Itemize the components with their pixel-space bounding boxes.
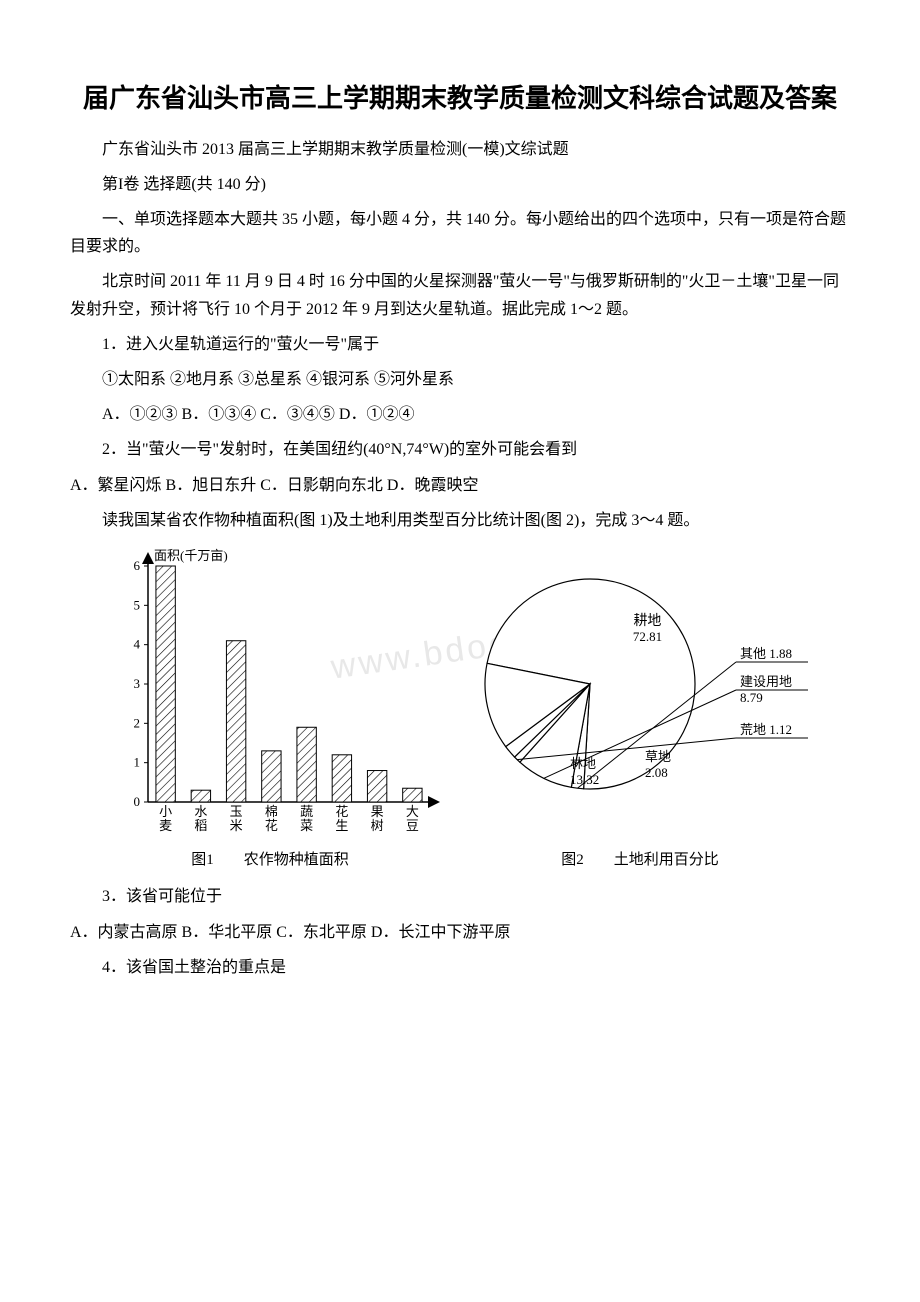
svg-text:1: 1 [134, 755, 141, 770]
svg-text:其他 1.88: 其他 1.88 [740, 646, 792, 661]
svg-text:5: 5 [134, 597, 141, 612]
svg-text:荒地 1.12: 荒地 1.12 [740, 722, 792, 737]
context-paragraph-2-text: 读我国某省农作物种植面积(图 1)及土地利用类型百分比统计图(图 2)，完成 3… [102, 512, 699, 529]
svg-text:蔬: 蔬 [300, 804, 313, 819]
svg-text:树: 树 [371, 818, 384, 833]
bar-chart: 面积(千万亩)0123456小麦水稻玉米棉花蔬菜花生果树大豆 [100, 544, 440, 844]
bar-chart-caption: 图1 农作物种植面积 [191, 848, 349, 874]
svg-text:耕地: 耕地 [633, 612, 661, 629]
question-3: 3．该省可能位于 [70, 883, 850, 910]
question-3-choices: A．内蒙古高原 B．华北平原 C．东北平原 D．长江中下游平原 [70, 919, 850, 946]
question-2-choices: A．繁星闪烁 B．旭日东升 C．日影朝向东北 D．晚霞映空 [70, 472, 850, 499]
bar-chart-block: 面积(千万亩)0123456小麦水稻玉米棉花蔬菜花生果树大豆 图1 农作物种植面… [100, 544, 440, 874]
svg-text:稻: 稻 [194, 818, 207, 833]
svg-text:果: 果 [371, 804, 384, 819]
svg-text:花: 花 [265, 818, 278, 833]
svg-text:米: 米 [230, 818, 243, 833]
question-1-options: ①太阳系 ②地月系 ③总星系 ④银河系 ⑤河外星系 [70, 366, 850, 393]
svg-text:草地: 草地 [645, 749, 671, 764]
context-paragraph-2: 读我国某省农作物种植面积(图 1)及土地利用类型百分比统计图(图 2)，完成 3… [70, 507, 850, 534]
svg-text:生: 生 [335, 818, 348, 833]
svg-text:麦: 麦 [159, 818, 172, 833]
svg-text:3: 3 [134, 676, 141, 691]
svg-text:0: 0 [134, 794, 141, 809]
section-instruction: 一、单项选择题本大题共 35 小题，每小题 4 分，共 140 分。每小题给出的… [70, 206, 850, 260]
svg-text:4: 4 [134, 637, 141, 652]
svg-text:豆: 豆 [406, 818, 419, 833]
svg-text:菜: 菜 [300, 818, 313, 833]
svg-text:6: 6 [134, 558, 141, 573]
svg-text:13.32: 13.32 [570, 772, 599, 787]
intro-line-1: 广东省汕头市 2013 届高三上学期期末教学质量检测(一模)文综试题 [70, 136, 850, 163]
svg-text:林地: 林地 [570, 756, 596, 771]
context-paragraph-1: 北京时间 2011 年 11 月 9 日 4 时 16 分中国的火星探测器"萤火… [70, 268, 850, 322]
question-4: 4．该省国土整治的重点是 [70, 954, 850, 981]
svg-text:2.08: 2.08 [645, 765, 668, 780]
question-1-choices: A．①②③ B．①③④ C．③④⑤ D．①②④ [70, 401, 850, 428]
svg-text:小: 小 [159, 804, 172, 819]
svg-text:水: 水 [194, 804, 207, 819]
svg-text:8.79: 8.79 [740, 690, 763, 705]
pie-chart-block: 耕地72.81 其他 1.88 建设用地8.79 荒地 1.12 草地2.08 林地13.… [460, 544, 820, 874]
svg-text:玉: 玉 [230, 804, 243, 819]
page-title: 届广东省汕头市高三上学期期末教学质量检测文科综合试题及答案 [70, 80, 850, 118]
charts-row: 面积(千万亩)0123456小麦水稻玉米棉花蔬菜花生果树大豆 图1 农作物种植面… [100, 544, 850, 874]
svg-text:2: 2 [134, 715, 141, 730]
intro-line-2: 第I卷 选择题(共 140 分) [70, 171, 850, 198]
svg-text:72.81: 72.81 [633, 629, 662, 644]
svg-text:花: 花 [335, 804, 348, 819]
pie-chart-caption: 图2 土地利用百分比 [561, 848, 719, 874]
svg-text:棉: 棉 [265, 804, 278, 819]
svg-text:大: 大 [406, 804, 419, 819]
svg-text:建设用地: 建设用地 [740, 674, 792, 689]
svg-text:面积(千万亩): 面积(千万亩) [154, 548, 228, 563]
question-2: 2．当"萤火一号"发射时，在美国纽约(40°N,74°W)的室外可能会看到 [70, 436, 850, 463]
pie-chart: 耕地72.81 其他 1.88 建设用地8.79 荒地 1.12 草地2.08 林地13.… [460, 544, 820, 844]
question-1: 1．进入火星轨道运行的"萤火一号"属于 [70, 331, 850, 358]
